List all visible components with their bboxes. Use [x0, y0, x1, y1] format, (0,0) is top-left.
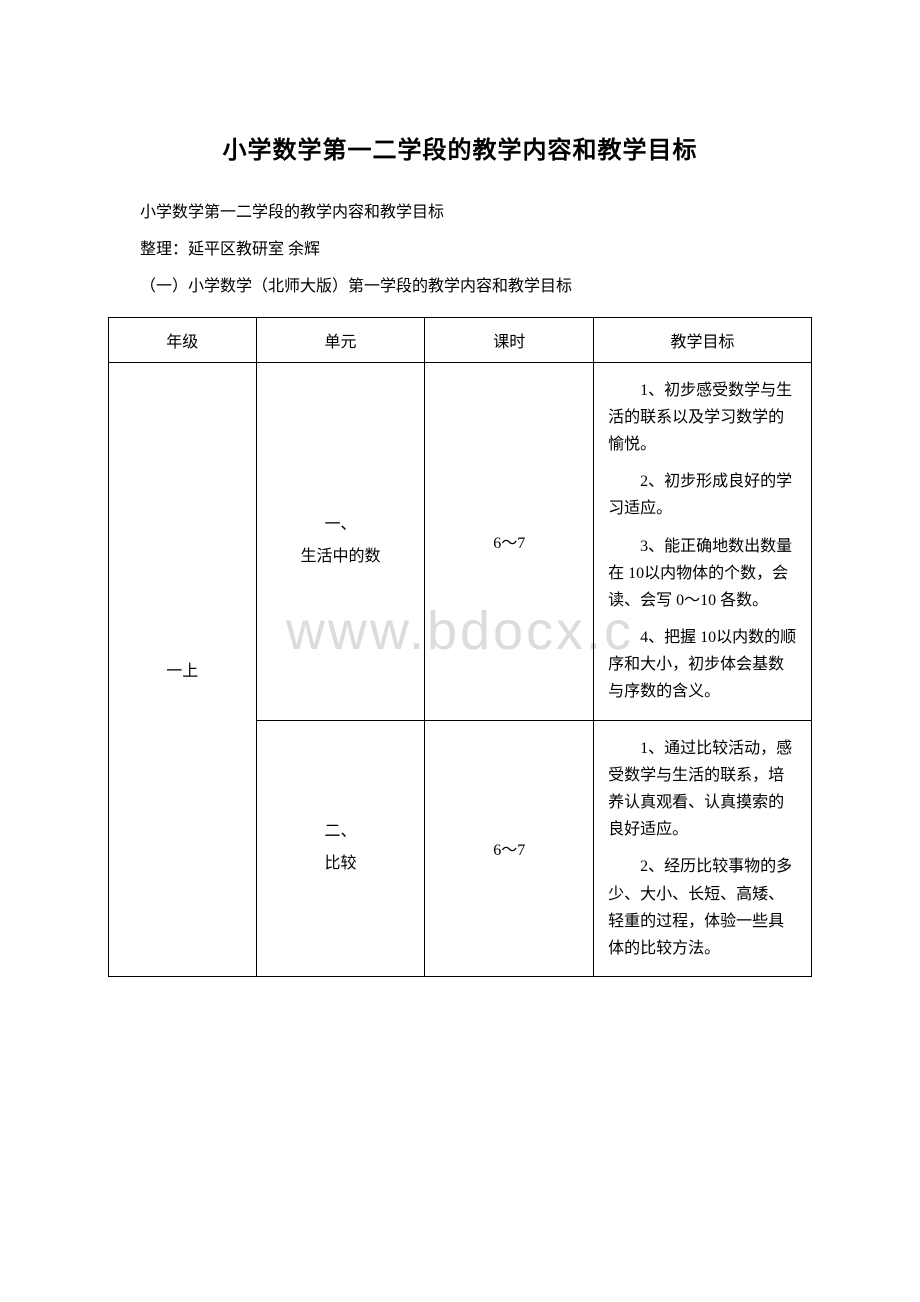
goal-1-1: 1、初步感受数学与生活的联系以及学习数学的愉悦。	[608, 377, 799, 459]
header-grade: 年级	[109, 317, 257, 362]
goal-1-2: 2、初步形成良好的学习适应。	[608, 468, 799, 522]
cell-grade: 一上	[109, 362, 257, 977]
cell-goals-2: 1、通过比较活动，感受数学与生活的联系，培养认真观看、认真摸索的良好适应。 2、…	[594, 720, 812, 977]
document-content: 小学数学第一二学段的教学内容和教学目标 小学数学第一二学段的教学内容和教学目标 …	[108, 130, 812, 977]
document-title: 小学数学第一二学段的教学内容和教学目标	[108, 130, 812, 165]
unit-2-line1: 二、	[324, 823, 356, 840]
cell-hours-1: 6～7	[425, 362, 594, 720]
header-hours: 课时	[425, 317, 594, 362]
goal-1-4: 4、把握 10以内数的顺序和大小，初步体会基数与序数的含义。	[608, 624, 799, 706]
goal-2-1: 1、通过比较活动，感受数学与生活的联系，培养认真观看、认真摸索的良好适应。	[608, 735, 799, 844]
curriculum-table: 年级 单元 课时 教学目标 一上 一、 生活中的数 6～7 1、初步感受数学与生…	[108, 317, 812, 978]
goal-2-2: 2、经历比较事物的多少、大小、长短、高矮、轻重的过程，体验一些具体的比较方法。	[608, 853, 799, 962]
table-row: 一上 一、 生活中的数 6～7 1、初步感受数学与生活的联系以及学习数学的愉悦。…	[109, 362, 812, 720]
cell-unit-2: 二、 比较	[256, 720, 425, 977]
unit-1-line1: 一、	[324, 516, 356, 533]
header-unit: 单元	[256, 317, 425, 362]
table-header-row: 年级 单元 课时 教学目标	[109, 317, 812, 362]
cell-unit-1: 一、 生活中的数	[256, 362, 425, 720]
paragraph-1: 小学数学第一二学段的教学内容和教学目标	[108, 195, 812, 230]
goal-1-3: 3、能正确地数出数量在 10以内物体的个数，会读、会写 0～10 各数。	[608, 533, 799, 615]
cell-goals-1: 1、初步感受数学与生活的联系以及学习数学的愉悦。 2、初步形成良好的学习适应。 …	[594, 362, 812, 720]
cell-hours-2: 6～7	[425, 720, 594, 977]
header-goals: 教学目标	[594, 317, 812, 362]
paragraph-2: 整理：延平区教研室 余辉	[108, 232, 812, 267]
paragraph-3: （一）小学数学（北师大版）第一学段的教学内容和教学目标	[108, 269, 812, 304]
unit-1-line2: 生活中的数	[300, 548, 380, 565]
unit-2-line2: 比较	[324, 855, 356, 872]
